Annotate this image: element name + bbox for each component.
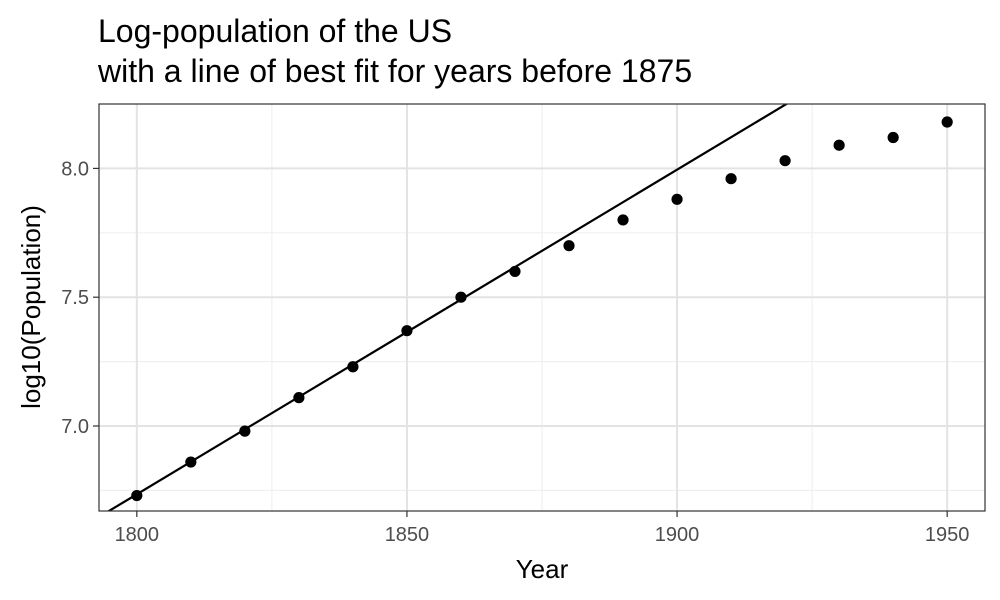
y-axis-title: log10(Population) xyxy=(16,205,46,409)
data-point xyxy=(293,392,305,404)
x-axis-title: Year xyxy=(516,554,569,584)
x-tick-label: 1950 xyxy=(925,524,970,546)
data-point xyxy=(239,425,251,437)
minor-gridlines xyxy=(99,104,985,511)
data-point xyxy=(401,325,413,337)
plot-border xyxy=(98,103,986,512)
data-point xyxy=(131,489,143,502)
y-tick-label: 7.0 xyxy=(61,416,89,438)
chart-subtitle: with a line of best fit for years before… xyxy=(97,53,692,89)
data-points xyxy=(131,116,953,502)
x-axis-ticks: 1800 1850 1900 1950 xyxy=(115,511,970,546)
data-point xyxy=(563,240,575,252)
x-tick-label: 1900 xyxy=(655,524,700,546)
y-axis-ticks: 7.0 7.5 8.0 xyxy=(61,158,99,438)
data-point xyxy=(779,155,791,167)
x-tick-label: 1850 xyxy=(385,524,430,546)
y-tick-label: 7.5 xyxy=(61,287,89,309)
data-point xyxy=(941,116,953,128)
data-point xyxy=(347,361,359,373)
data-point xyxy=(509,265,521,278)
data-point xyxy=(671,193,683,205)
data-point xyxy=(833,139,845,151)
data-point xyxy=(725,173,737,185)
data-point xyxy=(617,214,629,226)
plot-area xyxy=(98,103,986,512)
data-point xyxy=(185,456,197,468)
chart-title: Log-population of the US xyxy=(98,13,452,49)
data-point xyxy=(455,291,467,303)
data-point xyxy=(887,131,899,144)
x-tick-label: 1800 xyxy=(115,524,160,546)
y-tick-label: 8.0 xyxy=(61,158,89,180)
